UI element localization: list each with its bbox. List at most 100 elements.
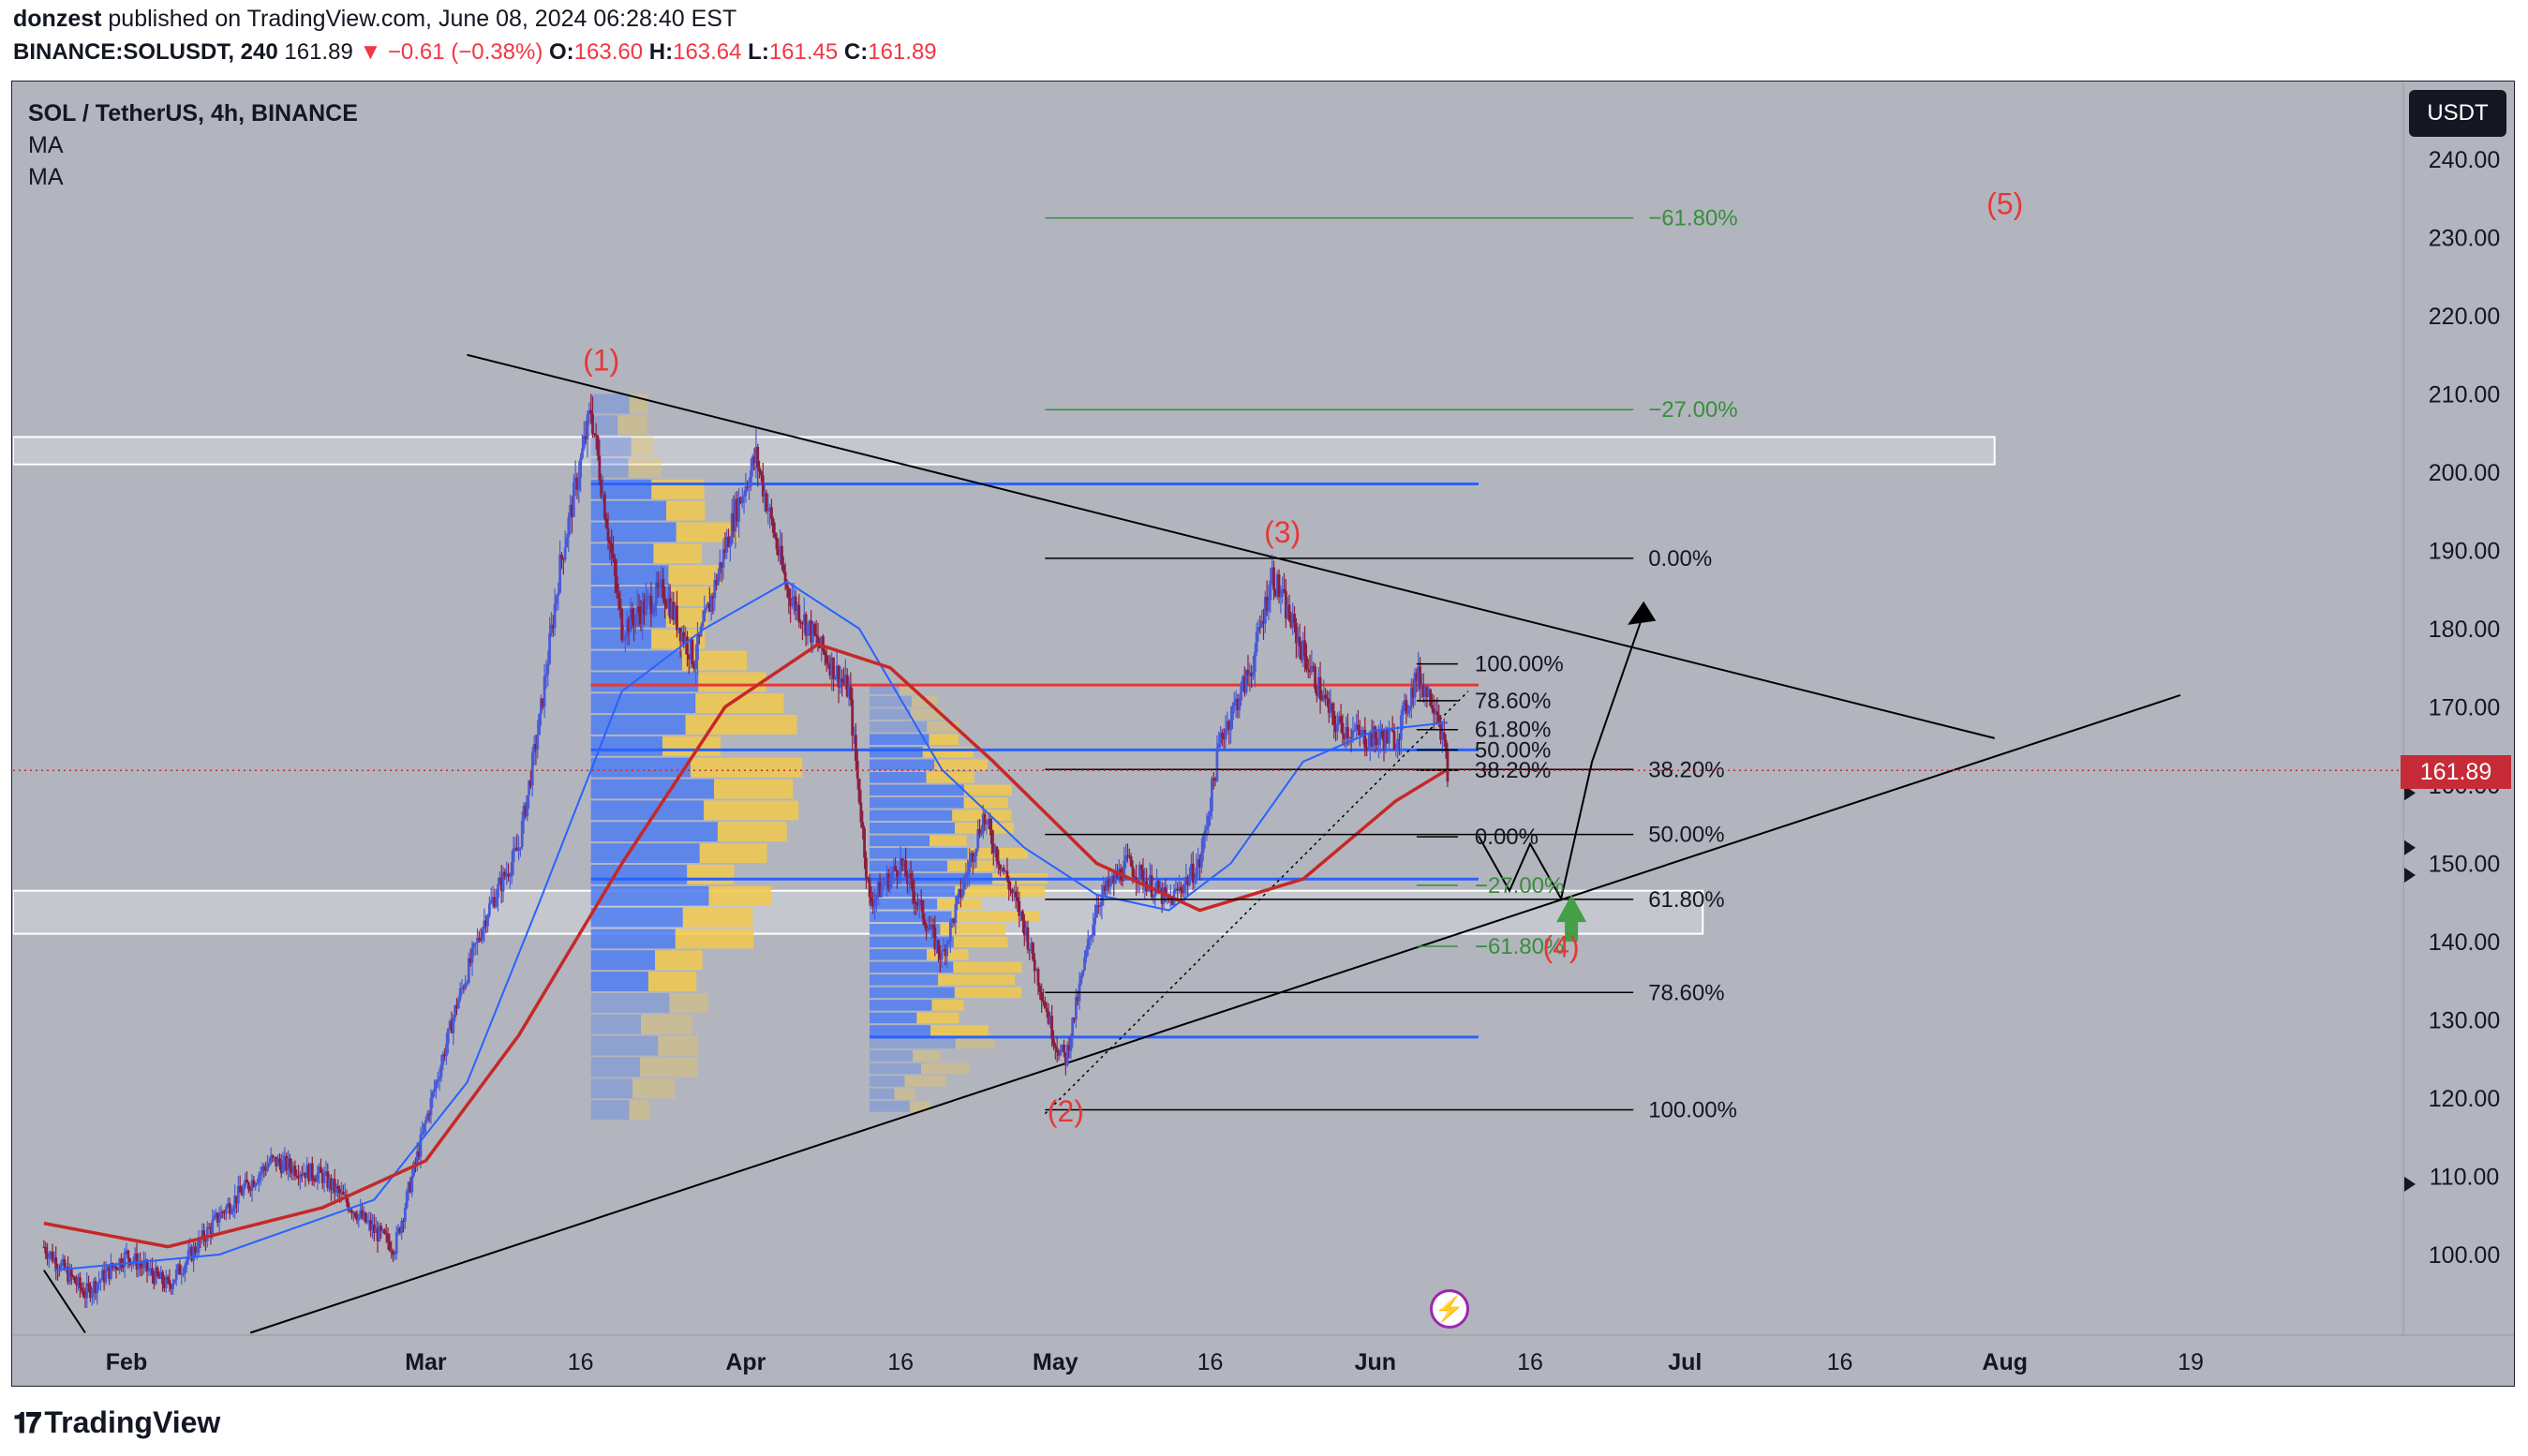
x-tick-label: 16: [1197, 1349, 1224, 1375]
volume-profile-mar-bar: [590, 650, 683, 671]
candle-body: [651, 612, 655, 615]
candle-body: [959, 889, 962, 898]
volume-profile-apr-bar: [870, 683, 900, 694]
candle-body: [228, 1203, 231, 1214]
candle-body: [610, 542, 614, 554]
candle-body: [489, 899, 493, 904]
candle-body: [1215, 748, 1219, 781]
candle-body: [1441, 732, 1444, 740]
candle-body: [371, 1224, 374, 1230]
volume-profile-apr-bar: [909, 1101, 930, 1112]
candle-body: [302, 1172, 305, 1176]
candle-body: [429, 1097, 433, 1116]
candle-body: [617, 592, 620, 600]
candle-body: [592, 433, 596, 435]
candle-body: [1265, 596, 1269, 612]
candle-body: [865, 857, 868, 878]
candle-body: [476, 937, 479, 943]
candle-body: [737, 498, 740, 522]
volume-profile-apr-bar: [870, 1101, 910, 1112]
candle-body: [1093, 917, 1096, 925]
candle-body: [83, 1296, 87, 1299]
candle-body: [577, 477, 581, 490]
publisher-name[interactable]: donzest: [13, 6, 102, 32]
candle-body: [604, 518, 608, 528]
candle-body: [1170, 898, 1174, 906]
candle-body: [1271, 567, 1274, 581]
candle-body: [1289, 620, 1293, 628]
candle-body: [991, 844, 995, 854]
candle-body: [141, 1262, 145, 1269]
candle-body: [847, 686, 851, 697]
candle-body: [987, 818, 990, 822]
tradingview-logo[interactable]: 𝟏𝟕 TradingView: [13, 1405, 220, 1440]
candle-body: [785, 584, 789, 589]
candle-body: [857, 779, 861, 803]
legend-ma-1[interactable]: MA: [28, 132, 64, 158]
candle-body: [787, 588, 791, 599]
candle-body: [365, 1221, 369, 1223]
y-tick-label: 150.00: [2429, 852, 2500, 878]
candle-body: [635, 606, 639, 617]
candle-body: [878, 882, 882, 898]
candle-body: [364, 1212, 367, 1223]
candle-body: [632, 619, 635, 626]
candle-body: [658, 581, 662, 588]
candle-body: [1121, 880, 1124, 882]
candle-body: [1423, 687, 1427, 697]
candle-body: [1116, 871, 1119, 878]
legend-ma-2[interactable]: MA: [28, 164, 64, 190]
candle-body: [104, 1270, 108, 1283]
candle-body: [1110, 875, 1114, 882]
wave-label: (4): [1543, 930, 1580, 964]
volume-profile-mar-bar: [590, 693, 696, 714]
chart-frame[interactable]: [11, 81, 2515, 1387]
volume-profile-apr-bar: [870, 961, 954, 973]
candle-body: [520, 820, 524, 848]
candle-body: [1124, 854, 1128, 861]
candle-body: [1343, 734, 1346, 739]
y-tick-label: 140.00: [2429, 929, 2500, 956]
candle-body: [464, 983, 468, 989]
volume-profile-apr-bar: [922, 746, 974, 758]
candle-body: [832, 657, 835, 680]
x-tick-label: Jun: [1355, 1349, 1396, 1375]
candle-body: [720, 562, 723, 568]
candle-body: [725, 536, 729, 553]
currency-button[interactable]: USDT: [2409, 90, 2506, 137]
candle-body: [880, 886, 884, 898]
candle-body: [647, 595, 651, 597]
candle-body: [1380, 730, 1384, 738]
candle-body: [1221, 733, 1224, 737]
volume-profile-apr-bar: [870, 1012, 917, 1024]
symbol-interval: BINANCE:SOLUSDT, 240: [13, 39, 278, 65]
candle-body: [405, 1191, 409, 1208]
candle-body: [1071, 1018, 1075, 1039]
volume-profile-mar-bar: [685, 715, 797, 735]
candle-body: [279, 1163, 283, 1173]
volume-profile-mar-bar: [675, 929, 754, 949]
candle-body: [1446, 751, 1450, 782]
candle-body: [1242, 676, 1246, 693]
volume-profile-apr-bar: [870, 1037, 956, 1049]
y-tick-label: 190.00: [2429, 539, 2500, 565]
candle-body: [773, 532, 777, 538]
legend-title[interactable]: SOL / TetherUS, 4h, BINANCE: [28, 100, 358, 126]
candle-body: [885, 873, 888, 884]
candle-body: [1011, 889, 1014, 894]
candle-body: [1291, 613, 1295, 628]
candle-body: [503, 871, 507, 877]
candle-body: [615, 575, 618, 593]
candle-body: [703, 610, 706, 622]
candle-body: [1061, 1044, 1064, 1049]
brand-name: TradingView: [44, 1405, 221, 1439]
candle-body: [811, 623, 814, 643]
lightning-icon[interactable]: ⚡: [1430, 1289, 1469, 1329]
candle-body: [1081, 970, 1085, 976]
x-tick-label: 16: [887, 1349, 914, 1375]
candle-body: [1114, 871, 1118, 884]
candle-body: [1155, 881, 1159, 887]
candle-body: [162, 1284, 166, 1288]
candle-body: [1158, 887, 1162, 892]
